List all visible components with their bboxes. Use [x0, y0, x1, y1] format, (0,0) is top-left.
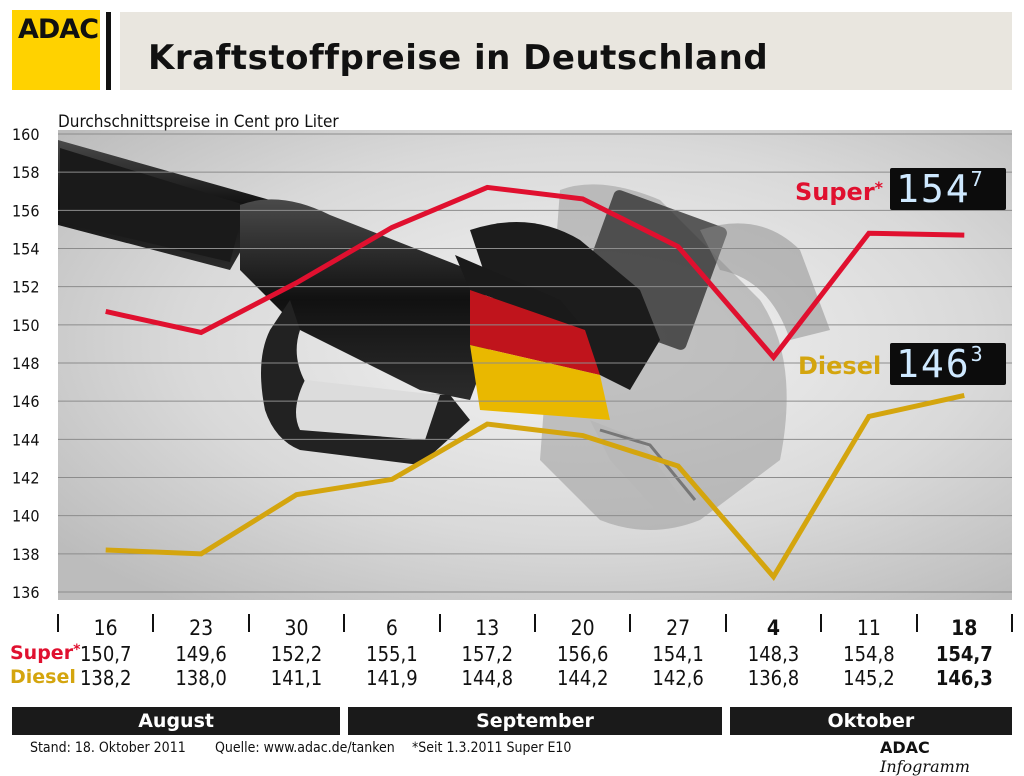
footer-source: Quelle: www.adac.de/tanken: [215, 740, 395, 756]
header-divider: [106, 12, 111, 90]
y-tick-label: 142: [12, 469, 39, 488]
value-diesel: 141,1: [270, 666, 323, 690]
value-super: 150,7: [79, 642, 132, 666]
y-tick-label: 148: [12, 354, 39, 373]
x-tick-label: 16: [93, 616, 118, 640]
chart-subtitle: Durchschnittspreise in Cent pro Liter: [58, 112, 339, 132]
diesel-price-display: 1463: [890, 343, 1006, 385]
x-tick-label: 6: [385, 616, 398, 640]
x-tick-mark: [438, 614, 441, 632]
x-tick-mark: [534, 614, 536, 632]
y-tick-label: 146: [12, 392, 39, 411]
value-diesel: 146,3: [935, 666, 993, 690]
value-super: 149,6: [175, 642, 227, 666]
value-diesel: 141,9: [366, 666, 418, 690]
value-diesel: 145,2: [843, 666, 895, 690]
x-tick-mark: [57, 614, 59, 632]
grid-lines: [58, 133, 1012, 593]
month-band-august: August: [12, 707, 341, 735]
x-tick-label: 13: [475, 616, 500, 640]
x-tick-label: 30: [284, 616, 309, 640]
value-diesel: 136,8: [747, 666, 800, 690]
plot-background: [58, 130, 1012, 600]
value-super: 154,8: [843, 642, 895, 666]
y-tick-label: 144: [12, 430, 39, 449]
x-tick-label: 20: [570, 616, 595, 640]
y-tick-label: 138: [12, 545, 39, 564]
month-band-september: September: [348, 707, 722, 735]
x-tick-mark: [915, 614, 918, 632]
value-super: 155,1: [366, 642, 418, 666]
y-axis-ticks: 136 138 140 142 144 146 148 150 152 154 156 158 160: [12, 125, 39, 602]
footer-note: *Seit 1.3.2011 Super E10: [412, 740, 572, 756]
value-super: 154,7: [935, 642, 993, 666]
header: ADAC Kraftstoffpreise in Deutschland: [0, 0, 1024, 100]
super-price-display: 1547: [890, 168, 1006, 210]
y-tick-label: 140: [12, 507, 39, 526]
x-tick-mark: [1011, 614, 1013, 632]
value-diesel: 138,0: [175, 666, 227, 690]
x-tick-label: 4: [766, 616, 781, 640]
x-tick-mark: [247, 614, 250, 632]
value-diesel: 144,8: [461, 666, 514, 690]
series-line-super: [105, 184, 965, 362]
value-super: 156,6: [556, 642, 609, 666]
title-band: [120, 12, 1012, 90]
x-tick-mark: [724, 614, 727, 632]
y-tick-label: 158: [12, 163, 39, 182]
x-tick-label: 23: [189, 616, 214, 640]
x-tick-mark: [629, 614, 632, 632]
diesel-series-label: Diesel: [798, 352, 882, 380]
x-tick-label: 27: [666, 616, 691, 640]
diesel-row-label: Diesel: [10, 666, 76, 688]
x-tick-mark: [343, 614, 346, 632]
value-super: 154,1: [652, 642, 704, 666]
y-tick-label: 136: [12, 583, 39, 602]
value-super: 152,2: [270, 642, 323, 666]
footer-stand: Stand: 18. Oktober 2011: [30, 740, 186, 756]
value-diesel: 144,2: [556, 666, 609, 690]
x-tick-label: 11: [856, 616, 881, 640]
super-series-label: Super*: [795, 178, 884, 206]
series-lines: [105, 184, 965, 581]
y-tick-label: 152: [12, 278, 39, 297]
y-tick-label: 150: [12, 316, 39, 335]
value-diesel: 138,2: [79, 666, 132, 690]
y-tick-label: 156: [12, 201, 39, 220]
x-tick-label: 18: [951, 616, 978, 640]
y-tick-label: 154: [12, 240, 39, 259]
brand-logo: ADAC Infogramm: [880, 738, 970, 776]
y-tick-label: 160: [12, 125, 39, 144]
adac-logo: ADAC: [12, 10, 100, 90]
value-super: 157,2: [461, 642, 514, 666]
series-line-diesel: [105, 393, 965, 581]
value-diesel: 142,6: [652, 666, 704, 690]
x-tick-mark: [152, 614, 155, 632]
super-row-label: Super*: [10, 642, 81, 664]
page-title: Kraftstoffpreise in Deutschland: [148, 38, 769, 78]
month-band-oktober: Oktober: [729, 707, 1012, 735]
x-tick-mark: [820, 614, 823, 632]
value-super: 148,3: [747, 642, 800, 666]
